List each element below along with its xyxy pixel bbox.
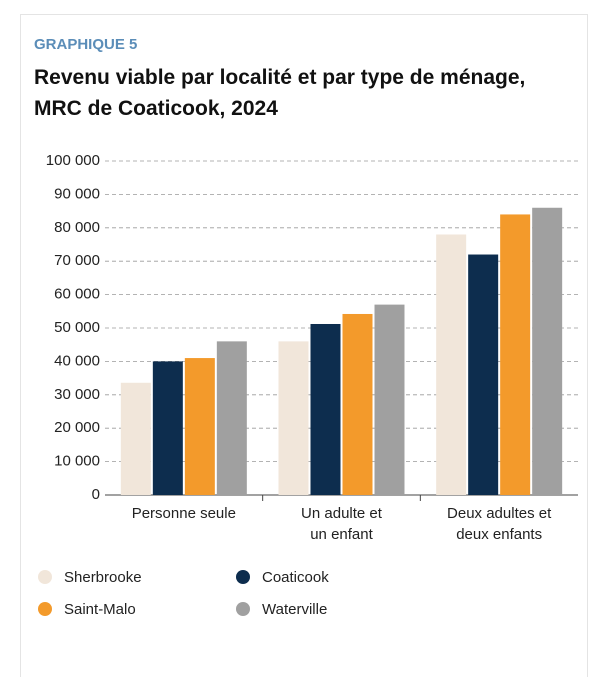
legend-swatch (38, 602, 52, 616)
legend-swatch (236, 602, 250, 616)
bar (342, 313, 373, 495)
bar (532, 207, 563, 495)
y-tick-label: 20 000 (54, 419, 100, 436)
legend-item: Saint-Malo (38, 598, 236, 620)
bar (216, 341, 247, 495)
bar (436, 234, 467, 496)
y-tick-label: 30 000 (54, 386, 100, 403)
bar (152, 361, 183, 495)
legend-item: Coaticook (236, 566, 434, 588)
y-tick-label: 60 000 (54, 286, 100, 303)
y-tick-label: 50 000 (54, 319, 100, 336)
y-tick-label: 40 000 (54, 352, 100, 369)
legend-label: Waterville (262, 600, 328, 618)
legend: Sherbrooke Coaticook Saint-Malo Waterville (38, 566, 598, 620)
chart-title: Revenu viable par localité et par type d… (34, 66, 526, 120)
legend-label: Sherbrooke (64, 568, 142, 586)
bar (374, 304, 405, 495)
y-tick-label: 0 (92, 486, 100, 503)
bar (120, 382, 151, 495)
y-tick-label: 80 000 (54, 219, 100, 236)
bar (310, 323, 341, 495)
y-tick-label: 70 000 (54, 252, 100, 269)
y-tick-label: 100 000 (46, 152, 100, 169)
legend-label: Saint-Malo (64, 600, 136, 618)
legend-label: Coaticook (262, 568, 329, 586)
legend-swatch (38, 570, 52, 584)
card (20, 14, 588, 677)
x-tick-label: Deux adultes et deux enfants (447, 505, 552, 543)
bar (468, 254, 499, 495)
legend-swatch (236, 570, 250, 584)
bar (500, 214, 531, 495)
y-tick-label: 10 000 (54, 453, 100, 470)
y-tick-label: 90 000 (54, 185, 100, 202)
bar (184, 358, 215, 495)
legend-item: Waterville (236, 598, 434, 620)
x-tick-label: Personne seule (131, 505, 236, 522)
x-tick-label: Un adulte et un enfant (301, 505, 382, 543)
legend-item: Sherbrooke (38, 566, 236, 588)
chart-kicker: GRAPHIQUE 5 (34, 36, 138, 53)
bar (278, 341, 309, 495)
